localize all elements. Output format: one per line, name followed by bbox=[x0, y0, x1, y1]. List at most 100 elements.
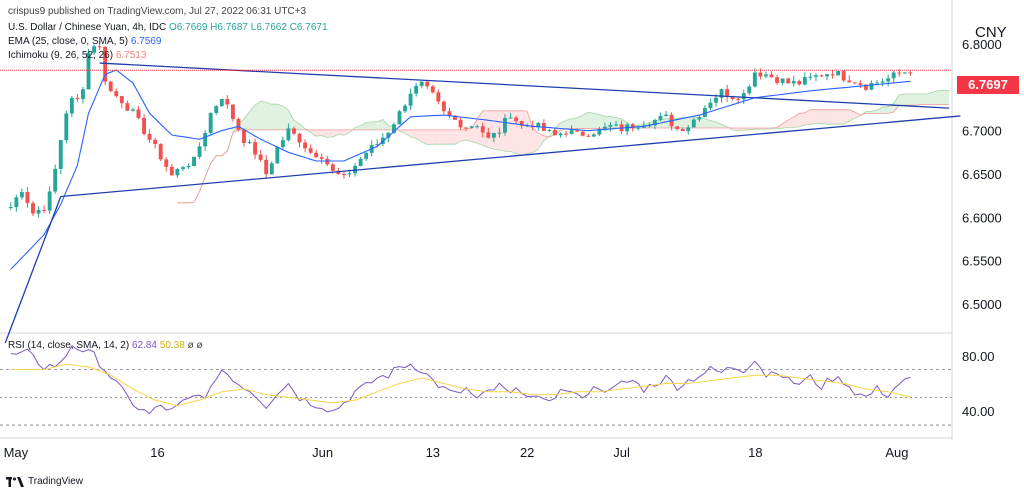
candle-body bbox=[730, 96, 735, 99]
candle bbox=[480, 122, 485, 138]
cloud-segment bbox=[804, 109, 811, 125]
candle bbox=[786, 77, 791, 84]
candle bbox=[875, 80, 879, 84]
candle bbox=[47, 186, 52, 214]
tradingview-logo-icon bbox=[6, 476, 24, 487]
candle-body bbox=[125, 103, 130, 111]
cloud-segment bbox=[849, 109, 855, 121]
candle bbox=[769, 71, 774, 78]
candle bbox=[158, 143, 163, 162]
ichimoku-legend: Ichimoku (9, 26, 52, 26) 6.7513 bbox=[8, 50, 146, 61]
cloud-segment bbox=[782, 120, 789, 129]
cloud-segment bbox=[566, 118, 572, 129]
candle-body bbox=[153, 139, 158, 145]
candle-body bbox=[236, 118, 241, 130]
candle-body bbox=[802, 77, 807, 85]
candle bbox=[130, 107, 135, 112]
candle-body bbox=[419, 81, 424, 86]
cloud-segment bbox=[538, 133, 544, 150]
candle-body bbox=[81, 89, 85, 99]
candle-body bbox=[230, 104, 235, 119]
candle bbox=[230, 104, 235, 122]
candle bbox=[608, 122, 613, 132]
candle-body bbox=[825, 74, 830, 77]
candle-body bbox=[458, 119, 463, 128]
candle bbox=[180, 165, 185, 172]
time-axis: May 16 Jun 13 22 Jul 18 Aug bbox=[4, 445, 909, 460]
rsi-line bbox=[10, 344, 911, 415]
ichimoku-label[interactable]: Ichimoku (9, 26, 52, 26) bbox=[8, 50, 114, 61]
candle-body bbox=[136, 109, 141, 118]
cloud-segment bbox=[249, 104, 256, 130]
cloud-segment bbox=[704, 118, 711, 129]
cloud-segment bbox=[443, 129, 450, 145]
cloud-segment bbox=[366, 121, 372, 130]
cloud-segment bbox=[827, 109, 833, 125]
candle bbox=[92, 44, 97, 56]
candle bbox=[58, 139, 63, 174]
cloud-segment bbox=[460, 128, 467, 142]
time-tick-label: 13 bbox=[426, 445, 440, 460]
candle-body bbox=[497, 132, 502, 134]
ema-label[interactable]: EMA (25, close, 0, SMA, 5) bbox=[8, 36, 129, 47]
cloud-segment bbox=[405, 129, 411, 137]
cloud-segment bbox=[255, 101, 261, 130]
cloud-segment bbox=[799, 112, 805, 127]
rsi-label[interactable]: RSI (14, close, SMA, 14, 2) bbox=[8, 340, 130, 351]
candle bbox=[541, 119, 546, 132]
symbol-title[interactable]: U.S. Dollar / Chinese Yuan, 4h, IDC bbox=[8, 22, 167, 33]
price-tick-label: 6.5000 bbox=[962, 297, 1002, 312]
rsi-panel: 80.00 40.00 bbox=[0, 344, 995, 426]
candle-body bbox=[830, 74, 835, 76]
cloud-segment bbox=[488, 110, 494, 150]
candle-body bbox=[364, 152, 369, 159]
candle-body bbox=[680, 128, 685, 132]
candle-body bbox=[775, 77, 780, 83]
candle-body bbox=[186, 166, 191, 168]
last-price-badge: 6.7697 bbox=[957, 76, 1019, 94]
candle-body bbox=[469, 126, 474, 128]
cloud-segment bbox=[921, 93, 928, 105]
cloud-segment bbox=[915, 93, 922, 106]
candle-body bbox=[308, 148, 313, 153]
candle bbox=[475, 124, 480, 129]
candle bbox=[686, 125, 691, 135]
candle-body bbox=[675, 126, 680, 129]
candle-body bbox=[180, 167, 185, 170]
candle-body bbox=[336, 170, 341, 175]
candle bbox=[441, 100, 446, 115]
candle-body bbox=[303, 142, 308, 149]
cloud-segment bbox=[493, 110, 500, 151]
candle-body bbox=[553, 130, 557, 136]
candle bbox=[197, 142, 202, 160]
candle-body bbox=[175, 169, 180, 176]
candle bbox=[547, 128, 552, 132]
candle bbox=[308, 144, 313, 155]
candle-body bbox=[902, 72, 907, 74]
cloud-segment bbox=[510, 110, 517, 154]
candle-body bbox=[714, 97, 718, 103]
price-tick-label: 6.6500 bbox=[962, 167, 1002, 182]
cloud-segment bbox=[727, 126, 733, 130]
candle-body bbox=[208, 112, 213, 133]
candle-body bbox=[586, 135, 591, 137]
candle bbox=[458, 117, 463, 130]
candle-body bbox=[719, 89, 724, 98]
candle bbox=[752, 68, 757, 88]
candle-body bbox=[747, 86, 752, 94]
cloud-segment bbox=[455, 129, 461, 145]
candle-body bbox=[19, 192, 24, 198]
candle-body bbox=[219, 99, 224, 107]
candle bbox=[236, 117, 241, 132]
cloud-segment bbox=[282, 106, 289, 130]
candle-body bbox=[164, 159, 169, 167]
candle-body bbox=[858, 83, 863, 85]
candle bbox=[292, 126, 296, 136]
candle bbox=[841, 70, 846, 83]
cloud-segment bbox=[438, 129, 444, 145]
candle-body bbox=[580, 131, 585, 136]
cloud-segment bbox=[382, 119, 389, 130]
candle-body bbox=[25, 192, 30, 204]
candle bbox=[780, 78, 785, 86]
